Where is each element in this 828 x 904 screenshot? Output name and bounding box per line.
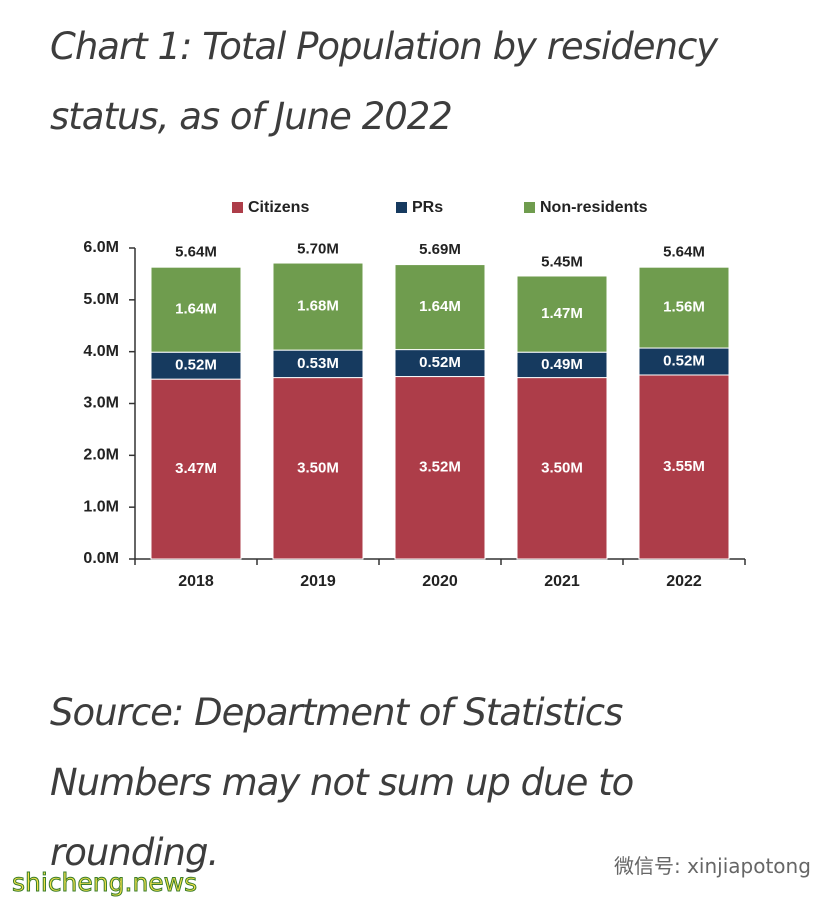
y-tick-label: 1.0M bbox=[83, 498, 119, 515]
value-label: 3.47M bbox=[175, 460, 217, 477]
value-label: 0.52M bbox=[175, 357, 217, 374]
wechat-watermark: 微信号: xinjiapotong bbox=[614, 854, 811, 878]
bar-segment bbox=[638, 347, 730, 376]
bar-segment bbox=[272, 377, 364, 560]
x-tick-label: 2020 bbox=[422, 573, 458, 590]
value-label: 0.52M bbox=[663, 352, 705, 369]
legend-swatch bbox=[396, 202, 407, 213]
value-label: 0.52M bbox=[419, 354, 461, 371]
total-label: 5.70M bbox=[297, 241, 339, 258]
bar-segment bbox=[272, 262, 364, 351]
value-label: 3.52M bbox=[419, 459, 461, 476]
total-label: 5.45M bbox=[541, 253, 583, 270]
value-label: 3.50M bbox=[297, 459, 339, 476]
value-label: 3.50M bbox=[541, 459, 583, 476]
bar-segment bbox=[150, 351, 242, 380]
legend-label: Non-residents bbox=[540, 199, 648, 216]
total-label: 5.69M bbox=[419, 241, 461, 258]
y-tick-label: 5.0M bbox=[83, 291, 119, 308]
y-tick-label: 3.0M bbox=[83, 395, 119, 412]
bar-segment bbox=[516, 275, 608, 353]
x-tick-label: 2018 bbox=[178, 573, 214, 590]
value-label: 3.55M bbox=[663, 458, 705, 475]
x-tick-label: 2019 bbox=[300, 573, 336, 590]
legend-swatch bbox=[232, 202, 243, 213]
bar-segment bbox=[516, 377, 608, 560]
value-label: 1.68M bbox=[297, 298, 339, 315]
value-label: 1.56M bbox=[663, 299, 705, 316]
value-label: 1.64M bbox=[175, 301, 217, 318]
value-label: 0.49M bbox=[541, 356, 583, 373]
total-label: 5.64M bbox=[175, 244, 217, 261]
value-label: 1.47M bbox=[541, 305, 583, 322]
bar-segment bbox=[394, 376, 486, 560]
heading: Chart 1: Total Population by residency s… bbox=[50, 25, 718, 138]
bar-segment bbox=[394, 349, 486, 378]
bar-segment bbox=[394, 264, 486, 351]
value-label: 0.53M bbox=[297, 355, 339, 372]
y-tick-label: 4.0M bbox=[83, 343, 119, 360]
legend-label: PRs bbox=[412, 199, 443, 216]
y-tick-label: 6.0M bbox=[83, 239, 119, 256]
bar-segment bbox=[516, 351, 608, 379]
y-tick-label: 2.0M bbox=[83, 447, 119, 464]
bar-segment bbox=[638, 374, 730, 560]
value-label: 1.64M bbox=[419, 298, 461, 315]
y-tick-label: 0.0M bbox=[83, 550, 119, 567]
bar-segment bbox=[638, 266, 730, 349]
legend-swatch bbox=[524, 202, 535, 213]
bar-segment bbox=[150, 378, 242, 560]
total-label: 5.64M bbox=[663, 244, 705, 261]
x-tick-label: 2022 bbox=[666, 573, 702, 590]
x-tick-label: 2021 bbox=[544, 573, 580, 590]
legend-label: Citizens bbox=[248, 199, 309, 216]
site-watermark: shicheng.news bbox=[11, 868, 198, 898]
source: Source: Department of Statistics bbox=[50, 691, 623, 734]
note: Numbers may not sum up due to rounding. bbox=[50, 761, 634, 874]
bar-segment bbox=[272, 349, 364, 379]
bar-segment bbox=[150, 266, 242, 353]
